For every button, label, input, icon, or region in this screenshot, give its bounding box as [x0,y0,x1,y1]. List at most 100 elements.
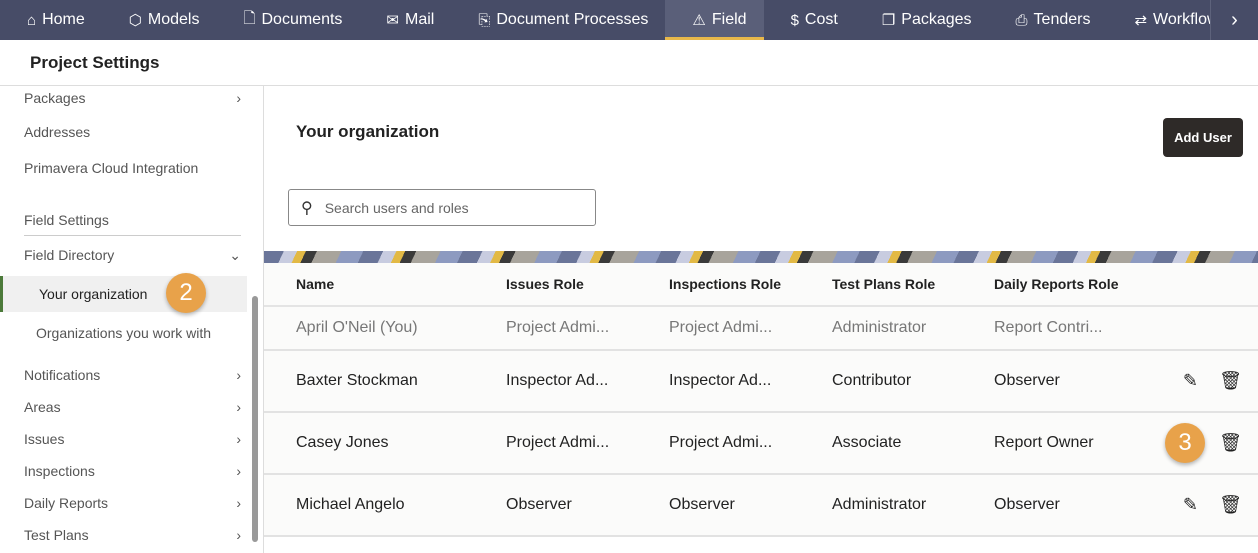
chevron-right-icon: › [236,367,241,383]
sidebar-item-primavera-cloud-integration[interactable]: Primavera Cloud Integration [24,158,241,178]
nav-label: Models [147,11,200,28]
nav-models[interactable]: ⬡ Models [102,0,217,40]
nav-label: Mail [405,11,435,28]
sidebar-item-packages[interactable]: Packages › [24,88,241,108]
table-cell: Project Admi... [669,319,773,336]
sidebar-item-areas[interactable]: Areas › [24,397,241,417]
nav-label: Packages [901,11,972,28]
nav-cost[interactable]: $ Cost [764,0,855,40]
table-cell: Administrator [832,496,927,513]
table-cell: Casey Jones [296,434,389,451]
sidebar-item-notifications[interactable]: Notifications › [24,365,241,385]
sidebar-item-test-plans[interactable]: Test Plans › [24,525,241,545]
main-content: Your organization Add User ⚲ Search users… [264,86,1258,553]
scrollbar-thumb[interactable] [252,296,258,542]
table-cell: April O'Neil (You) [296,319,418,336]
table-cell: Report Contri... [994,319,1103,336]
chevron-right-icon: › [236,90,241,106]
table-row: Baxter Stockman Inspector Ad... Inspector … [264,351,1258,413]
table-cell: Inspector Ad... [669,372,772,389]
callout-badge: 2 [166,273,206,313]
sidebar-item-organizations-you-work-with[interactable]: Organizations you work with [36,323,241,343]
chevron-down-icon: ⌄ [229,246,241,263]
search-input[interactable]: ⚲ Search users and roles [288,189,596,226]
table-cell: Project Admi... [506,434,610,451]
sidebar-item-label: Test Plans [24,527,89,543]
sidebar-item-label: Your organization [39,286,148,302]
sidebar-item-daily-reports[interactable]: Daily Reports › [24,493,241,513]
edit-icon[interactable]: ✎ [1182,370,1198,391]
nav-workflows[interactable]: ⇄ Workflows [1107,0,1243,40]
chevron-right-icon: › [236,399,241,415]
sidebar-item-label: Primavera Cloud Integration [24,160,199,176]
table-cell: Baxter Stockman [296,372,418,389]
sidebar-item-label: Addresses [24,124,91,140]
table-cell: Report Owner [994,434,1094,451]
trash-icon[interactable]: 🗑 [1219,432,1242,453]
nav-mail[interactable]: ✉ Mail [359,0,451,40]
nav-label: Workflows [1153,11,1227,28]
table-cell: Observer [994,496,1060,513]
sidebar-item-label: Field Settings [24,212,109,228]
add-user-button[interactable]: Add User [1163,118,1243,157]
sidebar-item-inspections[interactable]: Inspections › [24,461,241,481]
table-row: April O'Neil (You) Project Admi... Project… [264,307,1258,351]
sidebar-item-field-directory[interactable]: Field Directory ⌄ [24,245,241,265]
edit-icon[interactable]: ✎ [1182,494,1198,515]
sidebar: Packages › Addresses Primavera Cloud Integr… [0,86,264,553]
sidebar-item-addresses[interactable]: Addresses [24,122,241,142]
table-row: Michael Angelo Observer Observer Administra… [264,475,1258,537]
table-cell: Contributor [832,372,912,389]
nav-packages[interactable]: ❐ Packages [855,0,989,40]
sidebar-item-issues[interactable]: Issues › [24,429,241,449]
column-header[interactable]: Daily Reports Role [994,276,1119,292]
search-placeholder: Search users and roles [324,199,469,216]
table-cell: Observer [669,496,735,513]
table-cell: Project Admi... [669,434,773,451]
nav-tenders[interactable]: ⎙ Tenders [989,0,1108,40]
table-cell: Observer [506,496,572,513]
nav-label: Document Processes [496,11,649,28]
section-title: Your organization [296,122,440,141]
users-table: Name Issues Role Inspections Role Test Plan… [264,263,1258,537]
sidebar-item-label: Areas [24,399,61,415]
sidebar-item-label: Inspections [24,463,95,479]
trash-icon[interactable]: 🗑 [1219,370,1242,391]
nav-label: Field [711,11,747,28]
column-header[interactable]: Issues Role [506,276,584,292]
home-icon: ⌂ [27,11,37,29]
table-cell: Associate [832,434,902,451]
column-header[interactable]: Name [296,276,335,292]
top-navigation: ⌂ Home ⬡ Models 🗋 Documents ✉ Mail ⎘ Document Pro… [0,0,1258,40]
column-header[interactable]: Test Plans Role [832,276,936,292]
nav-label: Cost [804,11,838,28]
search-icon: ⚲ [301,199,313,217]
trash-icon[interactable]: 🗑 [1219,494,1242,515]
column-header[interactable]: Inspections Role [669,276,782,292]
nav-home[interactable]: ⌂ Home [0,0,102,40]
warning-icon: ⚠ [692,12,706,29]
nav-label: Tenders [1033,11,1091,28]
packages-icon: ❐ [881,12,896,29]
sidebar-item-label: Field Directory [24,247,115,263]
table-cell: Administrator [832,319,927,336]
nav-field[interactable]: ⚠ Field [665,0,764,40]
chevron-right-icon: › [236,527,241,543]
sidebar-item-label: Packages [24,90,86,106]
cube-icon: ⬡ [128,12,142,29]
nav-more-button[interactable]: › [1210,0,1258,40]
nav-documents[interactable]: 🗋 Documents [216,0,359,40]
decorative-banner [264,251,1258,263]
sidebar-item-label: Issues [24,431,65,447]
document-icon: 🗋 [243,9,256,27]
chevron-right-icon: › [236,463,241,479]
tenders-icon: ⎙ [1015,11,1028,29]
sidebar-scrollbar[interactable] [250,88,260,548]
table-cell: Project Admi... [506,319,610,336]
nav-label: Home [42,11,85,28]
nav-label: Documents [261,11,343,28]
sidebar-item-your-organization[interactable]: Your organization [0,276,247,312]
nav-document-processes[interactable]: ⎘ Document Processes [451,0,665,40]
workflows-icon: ⇄ [1134,12,1148,29]
table-header: Name Issues Role Inspections Role Test Plan… [264,263,1258,307]
